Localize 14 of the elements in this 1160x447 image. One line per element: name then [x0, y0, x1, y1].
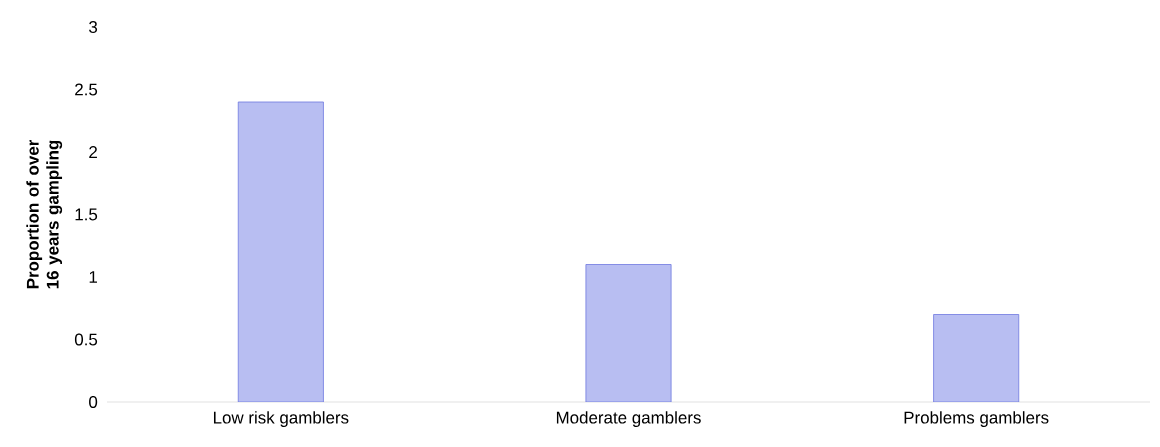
y-tick-label: 1: [89, 271, 97, 283]
y-tick-label: 0.5: [74, 333, 98, 346]
y-tick-label: 2.5: [75, 83, 98, 96]
bar: [237, 101, 324, 402]
bar: [933, 314, 1020, 402]
x-tick-label: Low risk gamblers: [213, 411, 349, 427]
y-tick-label: 3: [89, 21, 98, 33]
x-tick-label: Problems gamblers: [904, 411, 1049, 427]
y-axis-title: Proportion of over 16 years gampling: [26, 139, 63, 289]
bar: [585, 264, 672, 402]
x-tick-label: Moderate gamblers: [556, 411, 701, 427]
y-tick-label: 1.5: [75, 208, 98, 221]
y-tick-label: 2: [89, 146, 97, 158]
y-tick-label: 0: [89, 396, 98, 408]
